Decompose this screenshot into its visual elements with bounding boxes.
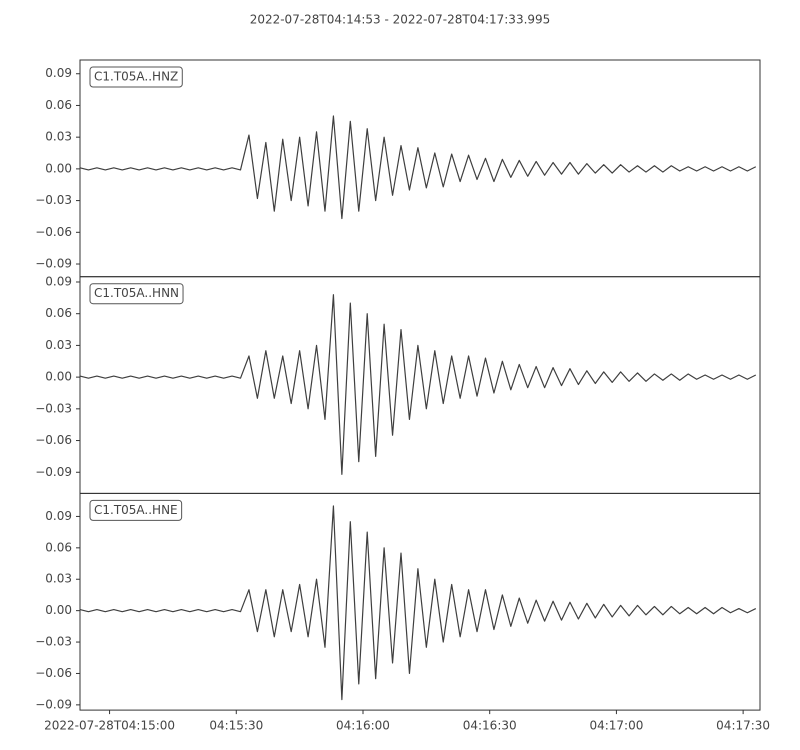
trace-label-box	[89, 499, 183, 521]
x-tick-label: 04:17:30	[716, 719, 770, 733]
chart-title: 2022-07-28T04:14:53 - 2022-07-28T04:17:3…	[250, 13, 551, 27]
x-tick-label: 04:17:00	[589, 719, 643, 733]
y-tick-label: 0.03	[45, 338, 72, 352]
x-tick-label: 04:16:30	[463, 719, 517, 733]
y-tick-label: 0.09	[45, 274, 72, 288]
y-tick-label: 0.09	[45, 509, 72, 523]
x-tick-label: 2022-07-28T04:15:00	[44, 719, 175, 733]
y-tick-label: 0.09	[45, 66, 72, 80]
y-tick-label: −0.03	[35, 401, 72, 415]
y-tick-label: −0.09	[35, 697, 72, 711]
trace-label: C1.T05A..HNN	[94, 286, 179, 300]
trace-label-box	[89, 66, 183, 88]
y-tick-label: −0.06	[35, 225, 72, 239]
trace	[79, 294, 757, 475]
panel-frame	[79, 276, 761, 494]
y-tick-label: 0.00	[45, 603, 72, 617]
y-tick-label: −0.09	[35, 465, 72, 479]
y-tick-label: 0.03	[45, 572, 72, 586]
x-tick-label: 04:15:30	[209, 719, 263, 733]
y-tick-label: 0.06	[45, 540, 72, 554]
y-tick-label: −0.03	[35, 193, 72, 207]
trace	[79, 505, 757, 701]
y-tick-label: 0.00	[45, 161, 72, 175]
trace-label: C1.T05A..HNZ	[94, 70, 178, 84]
trace-label-box	[89, 283, 184, 305]
y-tick-label: 0.06	[45, 306, 72, 320]
y-tick-label: −0.09	[35, 257, 72, 271]
y-tick-label: −0.03	[35, 635, 72, 649]
trace-label: C1.T05A..HNE	[94, 503, 178, 517]
panel-frame	[79, 492, 761, 711]
y-tick-label: 0.00	[45, 370, 72, 384]
y-tick-label: 0.06	[45, 98, 72, 112]
trace	[79, 115, 757, 220]
y-tick-label: 0.03	[45, 130, 72, 144]
y-tick-label: −0.06	[35, 666, 72, 680]
y-tick-label: −0.06	[35, 433, 72, 447]
x-tick-label: 04:16:00	[336, 719, 390, 733]
